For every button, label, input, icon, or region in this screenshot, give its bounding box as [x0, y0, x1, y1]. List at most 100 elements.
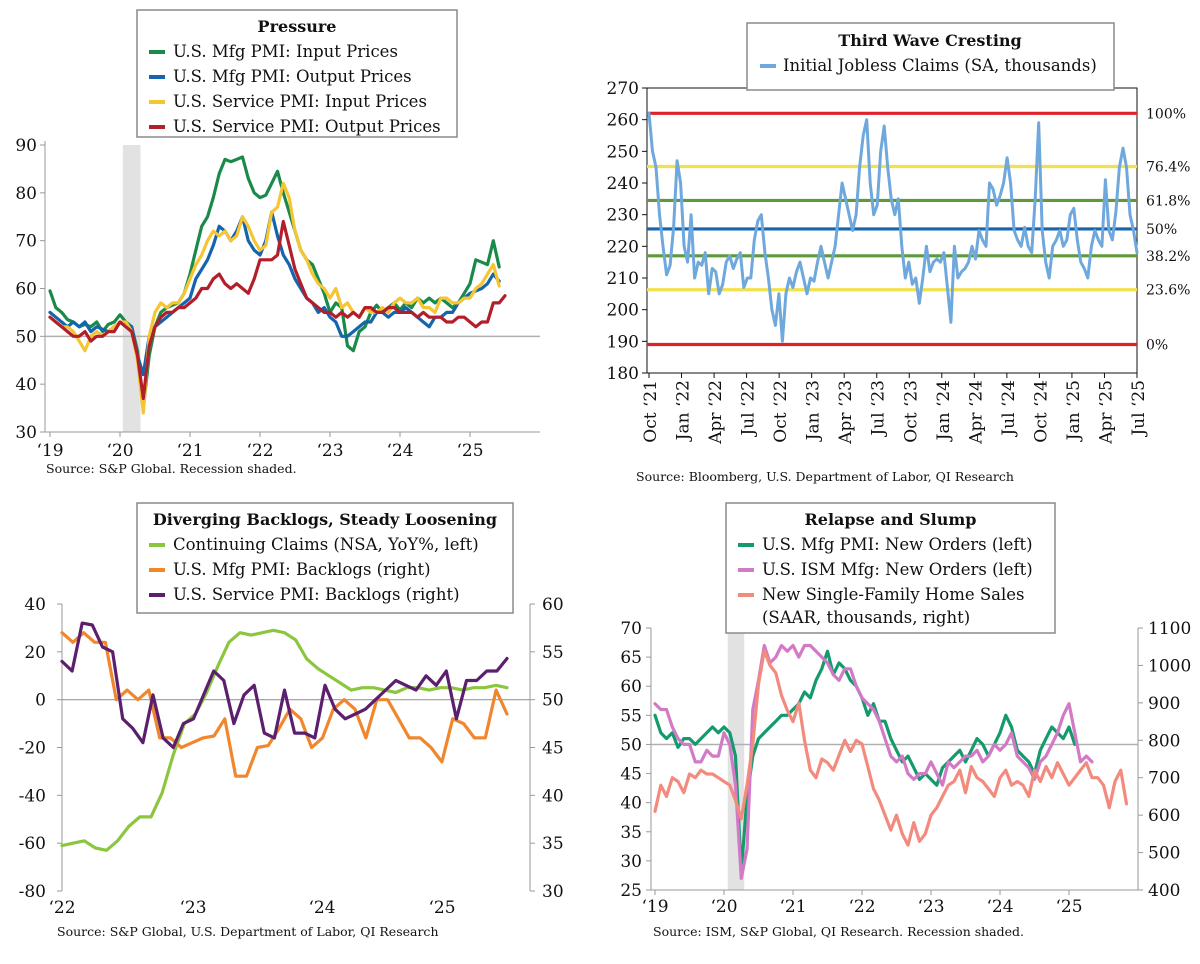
legend-label: U.S. Mfg PMI: New Orders (left): [762, 535, 1033, 554]
x-tick-label: ‘23: [917, 897, 944, 917]
y-tick-label-right: 1100: [1148, 619, 1191, 639]
fib-level-label: 61.8%: [1146, 193, 1190, 209]
y-tick-label-left: 35: [620, 823, 642, 843]
legend-box: [725, 502, 1056, 634]
x-tick-label: ‘24: [308, 898, 335, 918]
y-tick-label-right: 35: [542, 834, 564, 854]
y-tick-label-left: 60: [620, 677, 642, 697]
x-tick-label: Jan ‘23: [804, 380, 824, 442]
y-tick-label-left: 50: [620, 735, 642, 755]
x-tick-label: Apr ‘24: [966, 380, 986, 445]
fib-level-label: 0%: [1146, 338, 1168, 354]
legend-box: [136, 9, 458, 138]
y-tick-label-left: -40: [19, 786, 46, 806]
y-tick-label: 270: [607, 79, 639, 99]
y-tick-label: 190: [607, 332, 639, 352]
y-tick-label-right: 1000: [1148, 656, 1191, 676]
y-tick-label: 230: [607, 206, 639, 226]
x-tick-label: Oct ‘22: [771, 380, 791, 443]
x-tick-label: ‘22: [48, 898, 75, 918]
fib-level-label: 23.6%: [1146, 283, 1190, 299]
x-tick-label: ‘21: [779, 897, 806, 917]
y-tick-label-right: 40: [542, 786, 564, 806]
y-tick-label: 240: [607, 174, 639, 194]
x-tick-label: Jul ‘25: [1129, 380, 1149, 438]
y-tick-label-right: 800: [1148, 731, 1180, 751]
x-tick-label: Jan ‘25: [1064, 380, 1084, 442]
series-line-1: [653, 643, 1094, 880]
y-tick-label-left: 55: [620, 706, 642, 726]
source-note: Source: Bloomberg, U.S. Department of La…: [636, 469, 1014, 484]
x-tick-label: ‘19: [36, 441, 63, 461]
y-tick-label-left: 40: [24, 595, 46, 615]
x-tick-label: Jan ‘24: [934, 380, 954, 442]
legend-label: Initial Jobless Claims (SA, thousands): [783, 56, 1097, 75]
y-tick-label-right: 700: [1148, 769, 1180, 789]
legend-box: [746, 22, 1115, 91]
y-tick-label-left: 0: [35, 691, 46, 711]
fib-level-label: 100%: [1146, 106, 1186, 122]
x-tick-label: Oct ‘23: [901, 380, 921, 443]
x-tick-label: ‘23: [179, 898, 206, 918]
y-tick-label: 180: [607, 364, 639, 384]
y-tick-label-left: -60: [19, 834, 46, 854]
y-tick-label-left: -80: [19, 882, 46, 902]
y-tick-label-right: 30: [542, 882, 564, 902]
y-tick-label: 250: [607, 142, 639, 162]
legend-label: U.S. Mfg PMI: Backlogs (right): [173, 560, 431, 579]
chart-title: Relapse and Slump: [804, 510, 976, 529]
y-tick-label-left: -20: [19, 739, 46, 759]
series-line-0: [653, 649, 1077, 875]
series-line-2: [60, 621, 509, 750]
y-tick-label: 260: [607, 111, 639, 131]
y-tick-label-left: 45: [620, 765, 642, 785]
series-line-2: [48, 181, 501, 415]
x-tick-label: ‘25: [1055, 897, 1082, 917]
y-tick-label-right: 45: [542, 739, 564, 759]
legend-label: U.S. Mfg PMI: Input Prices: [173, 42, 398, 61]
series-line-jobless-claims: [647, 111, 1139, 343]
x-tick-label: Jul ‘22: [739, 380, 759, 438]
recession-band: [122, 145, 141, 432]
x-tick-label: Jan ‘22: [674, 380, 694, 442]
x-tick-label: Apr ‘23: [836, 380, 856, 445]
legend-label: U.S. ISM Mfg: New Orders (left): [762, 560, 1033, 579]
y-tick-label: 50: [15, 327, 37, 347]
legend-label: Continuing Claims (NSA, YoY%, left): [173, 535, 479, 554]
y-tick-label-right: 600: [1148, 806, 1180, 826]
x-tick-label: ‘20: [710, 897, 737, 917]
source-note: Source: ISM, S&P Global, QI Research. Re…: [653, 924, 1024, 939]
y-tick-label-right: 400: [1148, 881, 1180, 901]
y-tick-label: 40: [15, 375, 37, 395]
legend-label: New Single-Family Home Sales: [762, 585, 1025, 604]
fib-level-label: 50%: [1146, 222, 1177, 238]
y-tick-label-left: 65: [620, 648, 642, 668]
legend-label: (SAAR, thousands, right): [762, 608, 970, 627]
x-tick-label: Apr ‘22: [706, 380, 726, 445]
series-line-1: [48, 210, 501, 377]
x-tick-label: Jul ‘24: [999, 380, 1019, 438]
y-tick-label-left: 40: [620, 794, 642, 814]
y-tick-label: 210: [607, 269, 639, 289]
legend-label: U.S. Service PMI: Backlogs (right): [173, 585, 460, 604]
y-tick-label-left: 25: [620, 881, 642, 901]
y-tick-label-right: 500: [1148, 844, 1180, 864]
series-line-2: [653, 648, 1129, 847]
x-tick-label: ‘24: [986, 897, 1013, 917]
x-tick-label: ‘23: [316, 441, 343, 461]
y-tick-label: 220: [607, 237, 639, 257]
chart-title: Pressure: [258, 17, 337, 36]
chart-title: Third Wave Cresting: [838, 31, 1021, 50]
legend-label: U.S. Service PMI: Output Prices: [173, 117, 441, 136]
chart-title: Diverging Backlogs, Steady Loosening: [153, 510, 497, 529]
x-tick-label: ‘19: [641, 897, 668, 917]
series-line-0: [48, 155, 501, 410]
source-note: Source: S&P Global, U.S. Department of L…: [57, 924, 439, 939]
y-tick-label: 200: [607, 301, 639, 321]
y-tick-label-right: 50: [542, 691, 564, 711]
x-tick-label: ‘22: [848, 897, 875, 917]
y-tick-label-left: 30: [620, 852, 642, 872]
x-tick-label: ‘20: [106, 441, 133, 461]
x-tick-label: ‘22: [246, 441, 273, 461]
